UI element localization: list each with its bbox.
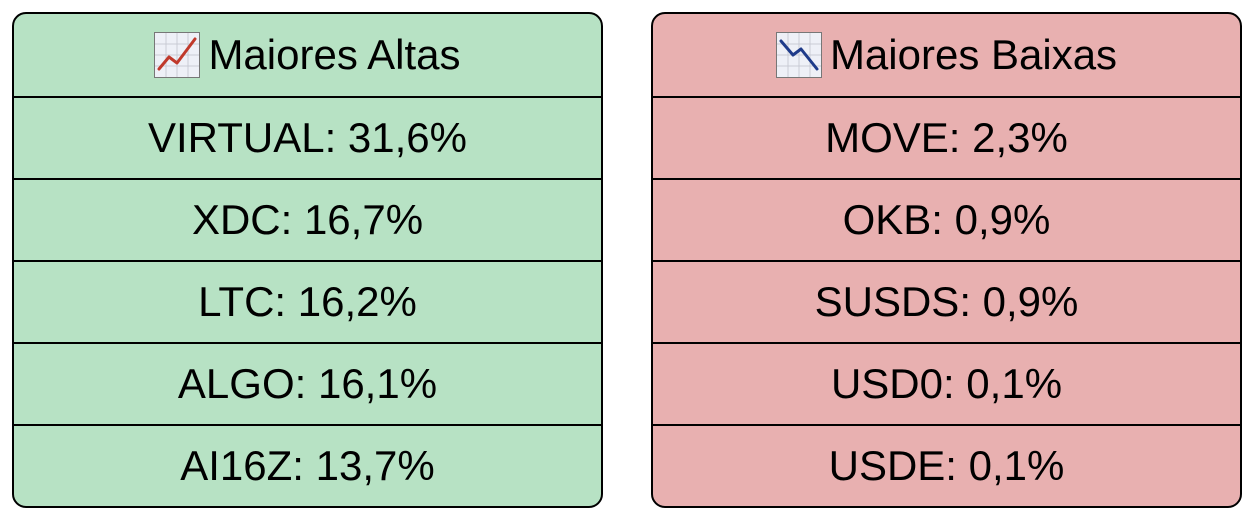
gainers-item-label: AI16Z: 13,7% xyxy=(180,442,434,490)
gainers-row: XDC: 16,7% xyxy=(14,178,601,260)
losers-item-label: SUSDS: 0,9% xyxy=(815,278,1079,326)
losers-item-label: OKB: 0,9% xyxy=(843,196,1051,244)
losers-item-label: USDE: 0,1% xyxy=(829,442,1065,490)
gainers-header: Maiores Altas xyxy=(14,14,601,96)
losers-row: USD0: 0,1% xyxy=(653,342,1240,424)
losers-row: MOVE: 2,3% xyxy=(653,96,1240,178)
panels-wrap: Maiores Altas VIRTUAL: 31,6% XDC: 16,7% … xyxy=(0,0,1254,520)
chart-up-icon xyxy=(154,32,200,78)
losers-row: OKB: 0,9% xyxy=(653,178,1240,260)
losers-item-label: MOVE: 2,3% xyxy=(825,114,1068,162)
gainers-row: VIRTUAL: 31,6% xyxy=(14,96,601,178)
losers-row: USDE: 0,1% xyxy=(653,424,1240,506)
losers-panel: Maiores Baixas MOVE: 2,3% OKB: 0,9% SUSD… xyxy=(651,12,1242,508)
gainers-title: Maiores Altas xyxy=(208,31,460,79)
gainers-row: AI16Z: 13,7% xyxy=(14,424,601,506)
losers-header: Maiores Baixas xyxy=(653,14,1240,96)
gainers-item-label: XDC: 16,7% xyxy=(192,196,423,244)
chart-down-icon xyxy=(776,32,822,78)
gainers-item-label: LTC: 16,2% xyxy=(198,278,417,326)
gainers-row: ALGO: 16,1% xyxy=(14,342,601,424)
gainers-panel: Maiores Altas VIRTUAL: 31,6% XDC: 16,7% … xyxy=(12,12,603,508)
losers-title: Maiores Baixas xyxy=(830,31,1117,79)
losers-item-label: USD0: 0,1% xyxy=(831,360,1062,408)
losers-row: SUSDS: 0,9% xyxy=(653,260,1240,342)
gainers-item-label: VIRTUAL: 31,6% xyxy=(148,114,467,162)
gainers-row: LTC: 16,2% xyxy=(14,260,601,342)
gainers-item-label: ALGO: 16,1% xyxy=(178,360,437,408)
